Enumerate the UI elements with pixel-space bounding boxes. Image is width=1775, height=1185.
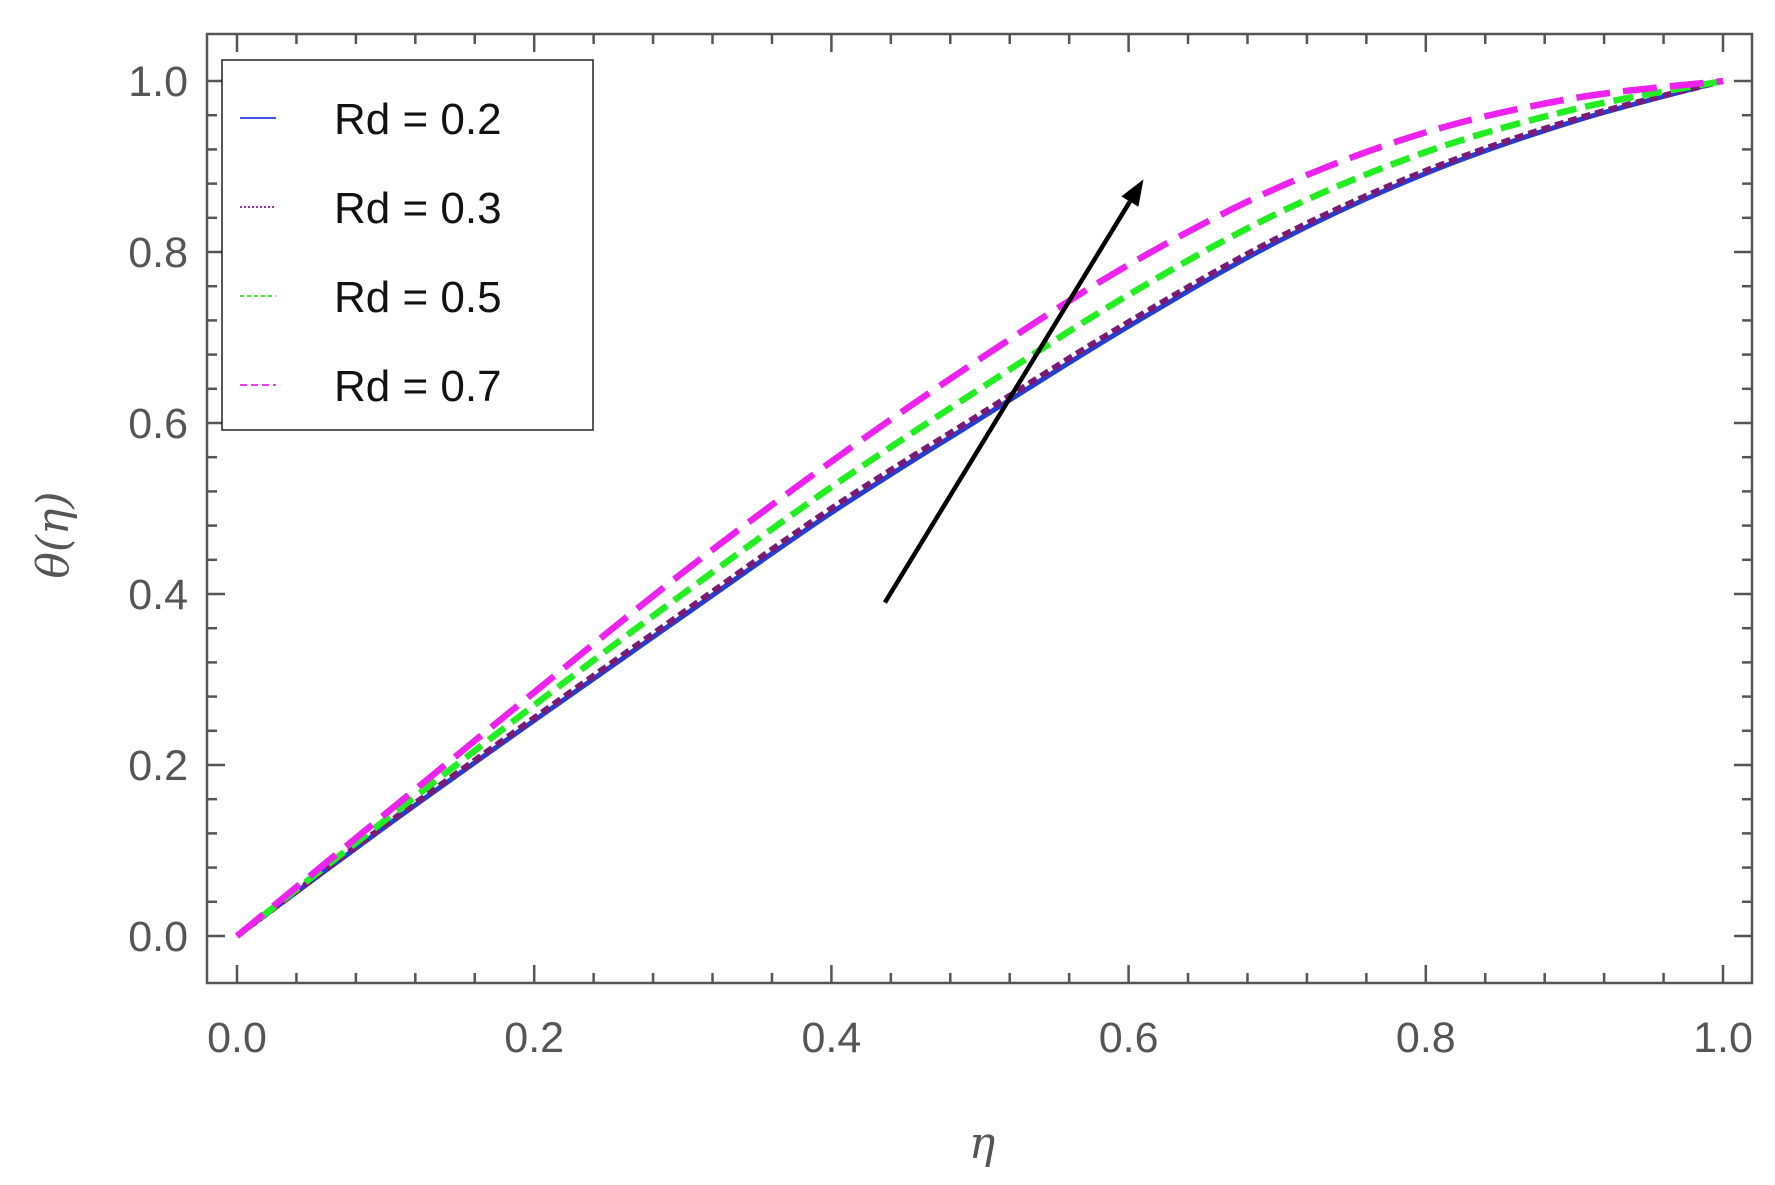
x-tick-label: 0.6 [1099, 1014, 1159, 1062]
legend-box [221, 59, 594, 431]
legend-label-0: Rd = 0.2 [334, 95, 502, 144]
series-line-2 [234, 77, 1724, 939]
x-tick-label: 0.4 [802, 1014, 862, 1062]
plot-frame [205, 32, 1754, 985]
y-axis-tick-labels: 0.0 0.2 0.4 0.6 0.8 1.0 [128, 58, 188, 961]
x-tick-label: 0.2 [504, 1014, 564, 1062]
arrow-head [1121, 179, 1144, 207]
legend-label-2: Rd = 0.5 [334, 273, 502, 322]
legend-label-3: Rd = 0.7 [334, 362, 502, 411]
y-tick-label: 0.0 [128, 913, 188, 961]
x-axis-tick-labels: 0.0 0.2 0.4 0.6 0.8 1.0 [207, 1014, 1753, 1062]
y-axis-label: θ(η) [28, 491, 79, 578]
plot-frame-rect [205, 32, 1754, 985]
y-tick-label: 0.4 [128, 571, 188, 619]
y-tick-label: 1.0 [128, 58, 188, 106]
series-line-3 [234, 77, 1724, 939]
annotations [882, 179, 1144, 604]
x-tick-label: 0.0 [207, 1014, 267, 1062]
arrow-shaft [882, 200, 1132, 604]
y-tick-label: 0.8 [128, 229, 188, 277]
x-axis-label: η [969, 1118, 995, 1169]
x-tick-label: 0.8 [1396, 1014, 1456, 1062]
series-lines [234, 77, 1724, 939]
y-tick-label: 0.6 [128, 400, 188, 448]
legend-label-1: Rd = 0.3 [334, 184, 502, 233]
series-line-1 [235, 78, 1724, 939]
x-axis-ticks [235, 34, 1725, 983]
legend: Rd = 0.2 Rd = 0.3 Rd = 0.5 Rd = 0.7 [221, 59, 594, 431]
y-tick-label: 0.2 [128, 742, 188, 790]
x-tick-label: 1.0 [1693, 1014, 1753, 1062]
